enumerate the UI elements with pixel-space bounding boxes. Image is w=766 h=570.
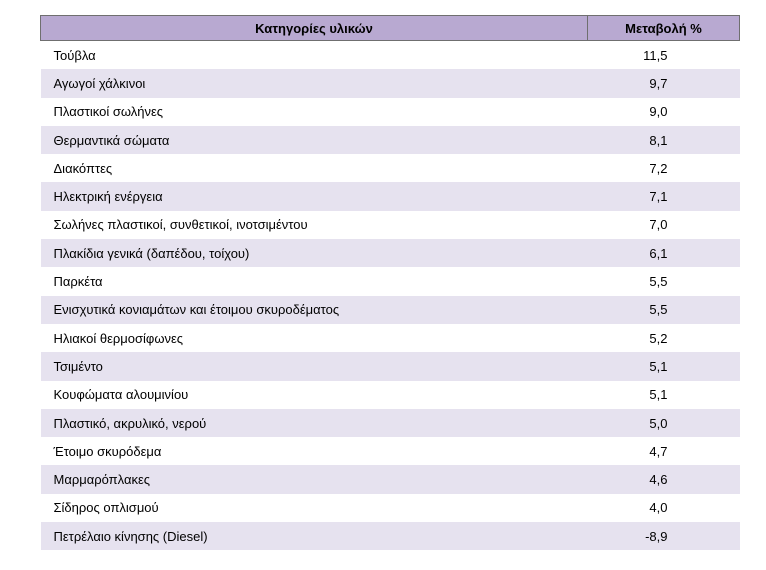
row-category: Σίδηρος οπλισμού [40,493,588,523]
row-category: Πλαστικοί σωλήνες [40,97,588,126]
row-category: Κουφώματα αλουμινίου [40,380,588,409]
row-category: Μαρμαρόπλακες [40,465,588,494]
row-category: Τούβλα [40,40,588,70]
row-change: 4,6 [587,465,740,494]
materials-price-change-table: Κατηγορίες υλικών Μεταβολή % Τούβλα 11,5… [40,15,740,551]
row-category: Ηλεκτρική ενέργεια [40,182,588,211]
row-change: -8,9 [587,522,740,551]
table-row: Ενισχυτικά κονιαμάτων και έτοιμου σκυροδ… [40,295,740,324]
row-category: Σωλήνες πλαστικοί, συνθετικοί, ινοτσιμέν… [40,210,588,240]
table-row: Κουφώματα αλουμινίου 5,1 [40,380,740,409]
table-row: Θερμαντικά σώματα 8,1 [40,125,740,155]
row-change: 9,7 [587,69,740,98]
row-category: Παρκέτα [40,267,588,296]
row-change: 7,1 [587,182,740,211]
row-change: 5,0 [587,408,740,438]
row-change: 11,5 [587,40,740,70]
row-change: 9,0 [587,97,740,126]
row-change: 5,1 [587,380,740,409]
row-category: Έτοιμο σκυρόδεμα [40,437,588,466]
row-category: Θερμαντικά σώματα [40,125,588,155]
row-change: 5,5 [587,295,740,324]
row-category: Τσιμέντο [40,352,588,381]
table-row: Σίδηρος οπλισμού 4,0 [40,493,740,523]
row-category: Αγωγοί χάλκινοι [40,69,588,98]
row-change: 4,0 [587,493,740,523]
table-row: Μαρμαρόπλακες 4,6 [40,465,740,494]
row-change: 4,7 [587,437,740,466]
row-category: Ηλιακοί θερμοσίφωνες [40,323,588,353]
row-category: Πλαστικό, ακρυλικό, νερού [40,408,588,438]
row-category: Πετρέλαιο κίνησης (Diesel) [40,522,588,551]
row-category: Πλακίδια γενικά (δαπέδου, τοίχου) [40,239,588,268]
table-row: Τούβλα 11,5 [40,40,740,70]
table-row: Έτοιμο σκυρόδεμα 4,7 [40,437,740,466]
table-header-row: Κατηγορίες υλικών Μεταβολή % [40,15,740,41]
row-change: 6,1 [587,239,740,268]
header-category: Κατηγορίες υλικών [40,15,588,41]
table-row: Διακόπτες 7,2 [40,154,740,183]
row-change: 5,2 [587,323,740,353]
row-change: 7,0 [587,210,740,240]
row-category: Διακόπτες [40,154,588,183]
row-change: 8,1 [587,125,740,155]
table-row: Πετρέλαιο κίνησης (Diesel) -8,9 [40,522,740,551]
row-category: Ενισχυτικά κονιαμάτων και έτοιμου σκυροδ… [40,295,588,324]
table-row: Παρκέτα 5,5 [40,267,740,296]
table-row: Τσιμέντο 5,1 [40,352,740,381]
table-row: Πλαστικοί σωλήνες 9,0 [40,97,740,126]
row-change: 5,1 [587,352,740,381]
header-change-percent: Μεταβολή % [587,15,740,41]
table-row: Αγωγοί χάλκινοι 9,7 [40,69,740,98]
table-row: Σωλήνες πλαστικοί, συνθετικοί, ινοτσιμέν… [40,210,740,240]
table-row: Πλαστικό, ακρυλικό, νερού 5,0 [40,408,740,438]
row-change: 7,2 [587,154,740,183]
row-change: 5,5 [587,267,740,296]
table-row: Ηλιακοί θερμοσίφωνες 5,2 [40,323,740,353]
table-row: Πλακίδια γενικά (δαπέδου, τοίχου) 6,1 [40,239,740,268]
table-row: Ηλεκτρική ενέργεια 7,1 [40,182,740,211]
